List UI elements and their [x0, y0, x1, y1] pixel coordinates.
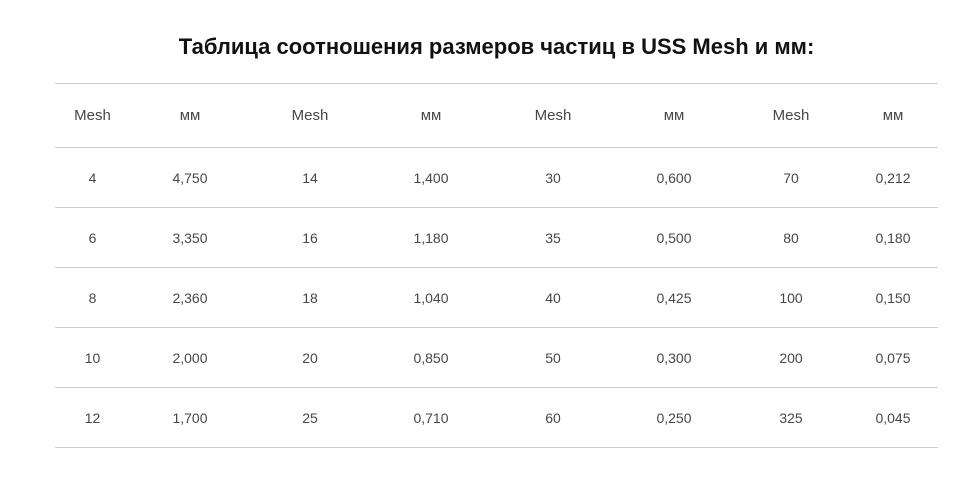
mm-value-cell: 0,850: [370, 327, 492, 388]
mesh-value-cell: 325: [734, 387, 848, 448]
mesh-value-cell: 35: [492, 207, 614, 268]
mm-value-cell: 1,400: [370, 147, 492, 208]
column-header-mesh: Mesh: [55, 83, 130, 148]
mesh-value-cell: 40: [492, 267, 614, 328]
column-header-mesh: Mesh: [734, 83, 848, 148]
mm-value-cell: 0,250: [614, 387, 734, 448]
header-row: Mesh мм Mesh мм Mesh мм Mesh мм: [55, 83, 938, 148]
mm-value-cell: 1,180: [370, 207, 492, 268]
mm-value-cell: 0,500: [614, 207, 734, 268]
page-title: Таблица соотношения размеров частиц в US…: [178, 34, 815, 59]
mm-value-cell: 2,000: [130, 327, 250, 388]
mm-value-cell: 0,600: [614, 147, 734, 208]
mesh-value-cell: 200: [734, 327, 848, 388]
mesh-value-cell: 50: [492, 327, 614, 388]
table-row: 12 1,700 25 0,710 60 0,250 325 0,045: [55, 387, 938, 448]
mesh-value-cell: 4: [55, 147, 130, 208]
column-header-mm: мм: [614, 83, 734, 148]
mm-value-cell: 1,700: [130, 387, 250, 448]
column-header-mesh: Mesh: [250, 83, 370, 148]
mesh-value-cell: 10: [55, 327, 130, 388]
mesh-value-cell: 12: [55, 387, 130, 448]
mesh-size-table: Mesh мм Mesh мм Mesh мм Mesh мм 4 4,750 …: [55, 83, 938, 448]
mm-value-cell: 3,350: [130, 207, 250, 268]
mesh-value-cell: 100: [734, 267, 848, 328]
mm-value-cell: 0,150: [848, 267, 938, 328]
table-row: 6 3,350 16 1,180 35 0,500 80 0,180: [55, 207, 938, 268]
mm-value-cell: 0,180: [848, 207, 938, 268]
mesh-value-cell: 20: [250, 327, 370, 388]
mesh-value-cell: 30: [492, 147, 614, 208]
column-header-mm: мм: [370, 83, 492, 148]
mm-value-cell: 4,750: [130, 147, 250, 208]
mm-value-cell: 0,075: [848, 327, 938, 388]
mesh-value-cell: 6: [55, 207, 130, 268]
mesh-value-cell: 70: [734, 147, 848, 208]
mesh-value-cell: 25: [250, 387, 370, 448]
table-row: 10 2,000 20 0,850 50 0,300 200 0,075: [55, 327, 938, 388]
table-row: 4 4,750 14 1,400 30 0,600 70 0,212: [55, 147, 938, 208]
mm-value-cell: 0,425: [614, 267, 734, 328]
mesh-value-cell: 8: [55, 267, 130, 328]
mm-value-cell: 0,045: [848, 387, 938, 448]
mm-value-cell: 2,360: [130, 267, 250, 328]
mm-value-cell: 0,300: [614, 327, 734, 388]
mesh-value-cell: 80: [734, 207, 848, 268]
mm-value-cell: 1,040: [370, 267, 492, 328]
mesh-value-cell: 60: [492, 387, 614, 448]
mesh-value-cell: 16: [250, 207, 370, 268]
column-header-mm: мм: [130, 83, 250, 148]
column-header-mm: мм: [848, 83, 938, 148]
mm-value-cell: 0,212: [848, 147, 938, 208]
column-header-mesh: Mesh: [492, 83, 614, 148]
table-row: 8 2,360 18 1,040 40 0,425 100 0,150: [55, 267, 938, 328]
mesh-value-cell: 18: [250, 267, 370, 328]
mesh-value-cell: 14: [250, 147, 370, 208]
mm-value-cell: 0,710: [370, 387, 492, 448]
